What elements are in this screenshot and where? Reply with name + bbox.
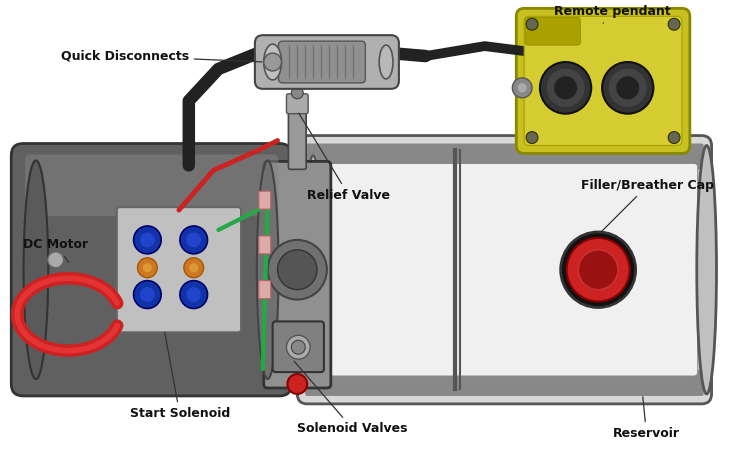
FancyBboxPatch shape [11,144,292,396]
Circle shape [142,263,152,273]
Circle shape [186,232,202,248]
Circle shape [546,68,585,108]
Circle shape [526,131,538,144]
Circle shape [184,258,203,278]
Circle shape [608,68,647,108]
Text: Filler/Breather Cap: Filler/Breather Cap [581,179,714,233]
Circle shape [668,131,680,144]
Circle shape [140,232,155,248]
Circle shape [186,287,202,302]
FancyBboxPatch shape [286,94,308,114]
Circle shape [616,76,640,100]
Circle shape [134,226,161,254]
FancyBboxPatch shape [525,17,580,45]
Circle shape [137,258,158,278]
Circle shape [566,238,630,302]
Text: Reservoir: Reservoir [613,397,680,440]
Circle shape [286,335,310,359]
FancyBboxPatch shape [524,16,682,145]
Text: Relief Valve: Relief Valve [298,113,390,202]
Circle shape [140,287,155,302]
Text: Start Solenoid: Start Solenoid [130,332,230,420]
Circle shape [264,53,281,71]
FancyBboxPatch shape [259,191,271,209]
Circle shape [180,281,208,309]
FancyBboxPatch shape [273,321,324,372]
Text: DC Motor: DC Motor [23,238,88,262]
FancyBboxPatch shape [305,144,704,169]
FancyBboxPatch shape [259,236,271,254]
Text: Solenoid Valves: Solenoid Valves [294,361,408,435]
Circle shape [268,240,327,300]
Ellipse shape [304,155,322,384]
Circle shape [189,263,199,273]
Ellipse shape [264,44,281,80]
Circle shape [578,250,618,290]
Circle shape [512,78,532,98]
FancyBboxPatch shape [516,9,690,153]
Circle shape [668,18,680,30]
Circle shape [278,250,317,290]
FancyBboxPatch shape [25,154,278,216]
FancyBboxPatch shape [289,104,306,169]
FancyBboxPatch shape [278,41,365,83]
Text: Quick Disconnects: Quick Disconnects [61,50,262,63]
Circle shape [540,62,591,114]
Circle shape [602,62,653,114]
FancyBboxPatch shape [305,370,704,396]
Circle shape [518,83,527,93]
FancyBboxPatch shape [311,163,698,376]
Ellipse shape [23,160,48,379]
FancyBboxPatch shape [255,35,399,89]
Circle shape [292,87,303,99]
Circle shape [48,252,64,268]
FancyBboxPatch shape [259,281,271,298]
Circle shape [287,374,308,394]
Circle shape [292,340,305,354]
Ellipse shape [256,160,278,379]
FancyBboxPatch shape [117,207,241,333]
Circle shape [561,232,635,307]
FancyBboxPatch shape [264,162,331,388]
Circle shape [134,281,161,309]
Circle shape [526,18,538,30]
Circle shape [554,76,578,100]
Text: Remote pendant: Remote pendant [554,5,670,23]
Ellipse shape [697,145,716,394]
Ellipse shape [380,45,393,79]
FancyBboxPatch shape [297,135,712,404]
Circle shape [180,226,208,254]
